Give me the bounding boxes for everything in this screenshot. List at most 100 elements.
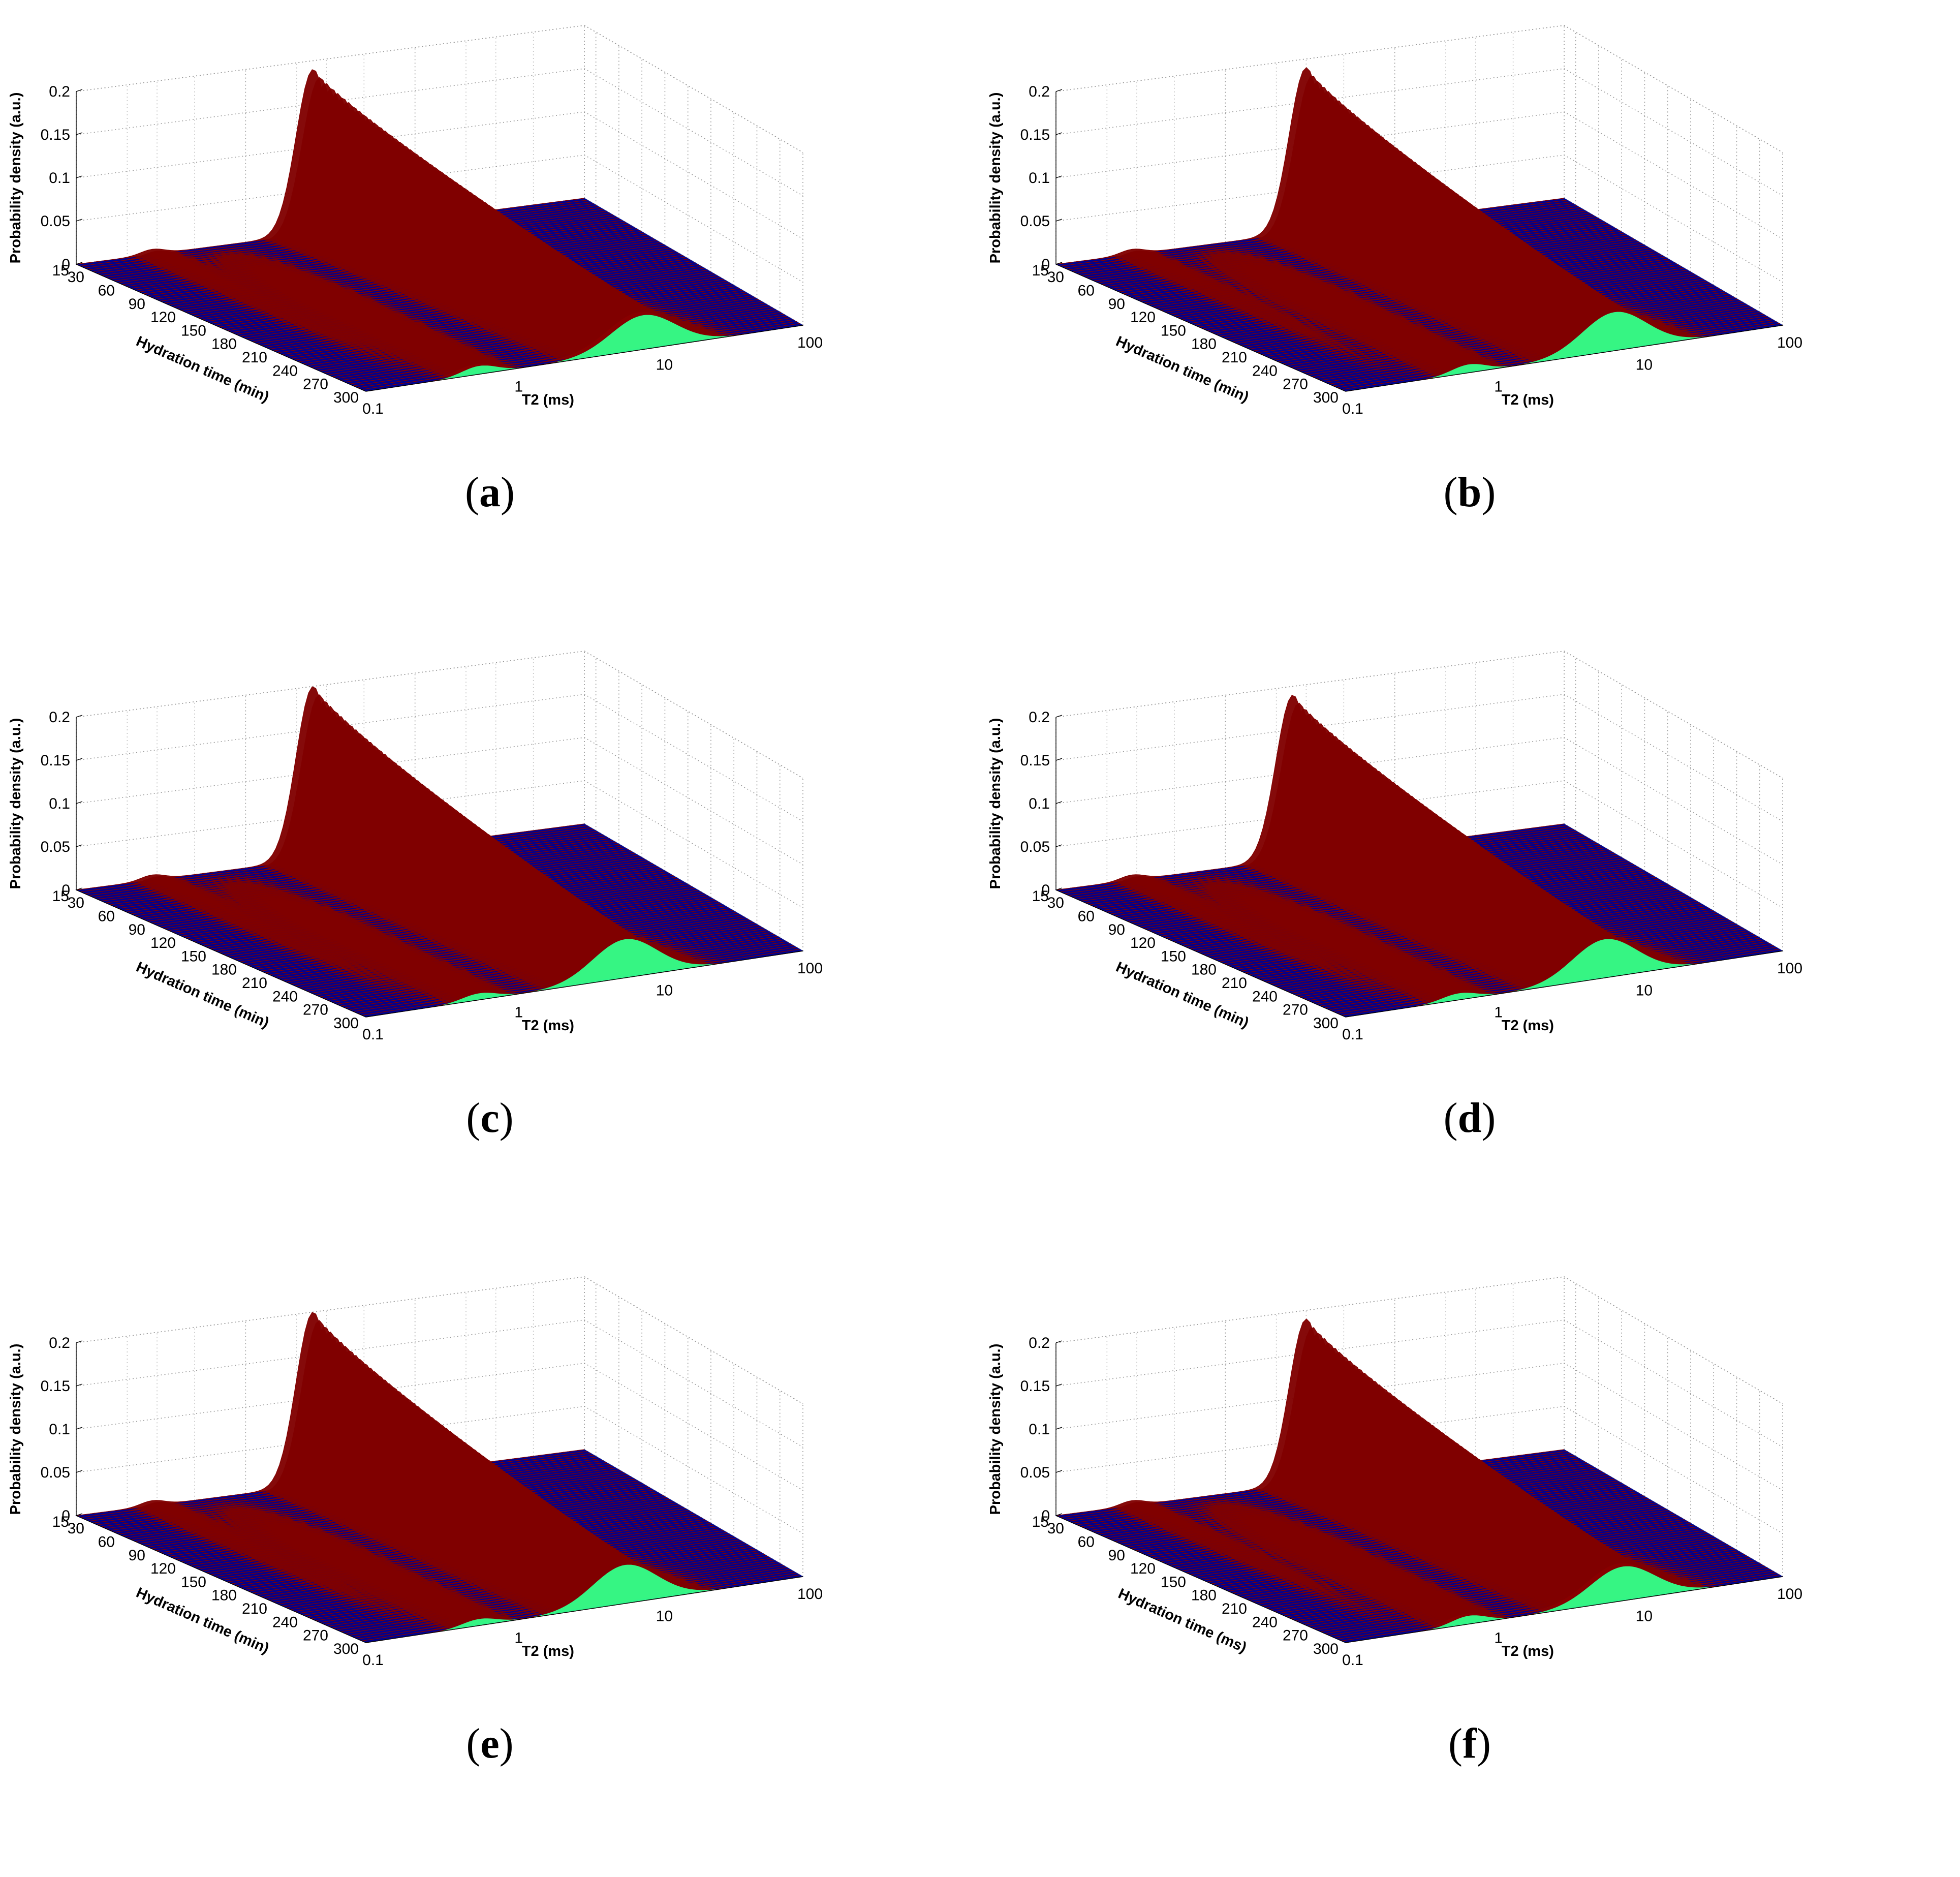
panel-caption-f: (f)	[1448, 1720, 1491, 1767]
y-axis-label: Hydration time (ms)	[1116, 1585, 1249, 1656]
y-tick-label: 150	[1161, 322, 1186, 339]
z-axis-label: Probability density (a.u.)	[8, 1344, 24, 1515]
chart-panel-d: 0 0.05 0.1 0.15 0.2 15 30 60 90 120 150 180 210 240 27…	[980, 626, 1959, 1251]
y-tick-label: 30	[1047, 895, 1064, 911]
z-tick-label: 0.1	[1029, 795, 1050, 812]
y-tick-label: 270	[303, 1002, 328, 1019]
y-tick-label: 15	[52, 262, 69, 279]
x-tick-label: 10	[656, 356, 673, 373]
z-tick-label: 0	[1041, 882, 1050, 899]
y-tick-label: 15	[1032, 888, 1049, 905]
z-tick-label: 0.15	[1020, 752, 1050, 769]
y-tick-label: 15	[52, 888, 69, 905]
x-axis-label: T2 (ms)	[522, 1643, 574, 1659]
z-tick-label: 0.05	[41, 1464, 70, 1481]
panel-caption-e: (e)	[466, 1720, 514, 1767]
x-tick-label: 1	[514, 379, 523, 395]
y-tick-label: 210	[242, 349, 267, 366]
x-tick-label: 1	[1494, 379, 1503, 395]
y-tick-label: 240	[272, 988, 298, 1005]
y-tick-label: 300	[1313, 389, 1339, 406]
y-tick-label: 30	[1047, 269, 1064, 286]
surface-ribbons	[76, 69, 803, 392]
z-axis-label: Probability density (a.u.)	[8, 718, 24, 889]
y-tick-label: 240	[272, 362, 298, 379]
x-tick-label: 10	[656, 1608, 673, 1624]
y-tick-label: 180	[211, 1587, 237, 1604]
z-tick-labels: 0 0.05 0.1 0.15 0.2	[41, 1335, 83, 1524]
y-axis-label: Hydration time (min)	[1113, 959, 1251, 1031]
chart-panel-a: 0 0.05 0.1 0.15 0.2 15 30 60 90 120 150 180 210 240 27…	[0, 0, 980, 626]
y-tick-label: 150	[1161, 948, 1186, 965]
x-tick-label: 0.1	[1342, 1026, 1363, 1043]
z-tick-label: 0.1	[49, 795, 70, 812]
x-tick-label: 100	[797, 960, 823, 977]
z-tick-label: 0.05	[41, 839, 70, 855]
y-tick-label: 90	[129, 921, 145, 938]
y-tick-label: 60	[98, 282, 115, 299]
z-tick-label: 0.15	[1020, 127, 1050, 143]
y-tick-label: 120	[150, 935, 176, 951]
y-tick-label: 270	[1283, 1627, 1308, 1644]
y-tick-label: 60	[98, 908, 115, 925]
z-tick-label: 0.2	[1029, 83, 1050, 100]
z-tick-labels: 0 0.05 0.1 0.15 0.2	[1020, 83, 1063, 273]
x-tick-label: 100	[1777, 334, 1802, 351]
y-tick-label: 60	[98, 1533, 115, 1550]
x-tick-label: 100	[797, 1586, 823, 1603]
y-axis-label: Hydration time (min)	[134, 1584, 271, 1657]
y-axis-label: Hydration time (min)	[134, 333, 271, 406]
z-tick-label: 0.1	[1029, 1421, 1050, 1438]
z-axis-label: Probability density (a.u.)	[8, 93, 24, 264]
z-tick-label: 0.2	[49, 709, 70, 726]
z-tick-label: 0.15	[41, 752, 70, 769]
y-tick-label: 150	[181, 322, 206, 339]
y-tick-label: 120	[1130, 309, 1156, 326]
z-tick-labels: 0 0.05 0.1 0.15 0.2	[1020, 1335, 1063, 1524]
chart-panel-e: 0 0.05 0.1 0.15 0.2 15 30 60 90 120 150 180 210 240 27…	[0, 1251, 980, 1877]
y-tick-label: 210	[1222, 975, 1247, 992]
z-tick-label: 0.05	[41, 213, 70, 230]
z-tick-label: 0.2	[1029, 1335, 1050, 1351]
z-tick-label: 0.1	[49, 170, 70, 187]
y-tick-label: 240	[1252, 988, 1278, 1005]
panel-caption-c: (c)	[466, 1094, 514, 1142]
z-tick-label: 0	[61, 256, 70, 273]
surface-ribbons	[1055, 67, 1783, 392]
y-tick-label: 210	[242, 1601, 267, 1617]
y-tick-label: 300	[333, 1641, 359, 1657]
x-tick-labels: 0.1 1 10 100	[1342, 1586, 1802, 1669]
x-tick-label: 10	[1636, 356, 1653, 373]
y-tick-label: 90	[129, 296, 145, 313]
x-tick-label: 0.1	[362, 401, 384, 417]
z-tick-labels: 0 0.05 0.1 0.15 0.2	[41, 709, 83, 899]
y-tick-label: 270	[303, 1627, 328, 1644]
x-tick-labels: 0.1 1 10 100	[1342, 334, 1802, 417]
x-tick-labels: 0.1 1 10 100	[362, 960, 823, 1043]
z-tick-label: 0.15	[41, 127, 70, 143]
z-tick-label: 0.05	[1020, 1464, 1050, 1481]
y-tick-label: 60	[1078, 1533, 1095, 1550]
z-axis-label: Probability density (a.u.)	[987, 718, 1004, 889]
y-tick-label: 120	[1130, 1560, 1156, 1577]
x-tick-label: 1	[514, 1004, 523, 1021]
y-tick-label: 300	[1313, 1641, 1339, 1657]
x-axis-label: T2 (ms)	[522, 392, 574, 408]
y-tick-label: 180	[1191, 336, 1217, 353]
y-tick-label: 150	[181, 948, 206, 965]
y-tick-label: 120	[150, 309, 176, 326]
y-tick-label: 60	[1078, 282, 1095, 299]
z-tick-label: 0.15	[1020, 1378, 1050, 1395]
y-tick-label: 180	[1191, 1587, 1217, 1604]
x-tick-label: 100	[1777, 960, 1802, 977]
y-tick-label: 30	[68, 1520, 84, 1537]
y-tick-label: 90	[129, 1547, 145, 1564]
chart-panel-f: 0 0.05 0.1 0.15 0.2 15 30 60 90 120 150 180 210 240 27…	[980, 1251, 1959, 1877]
